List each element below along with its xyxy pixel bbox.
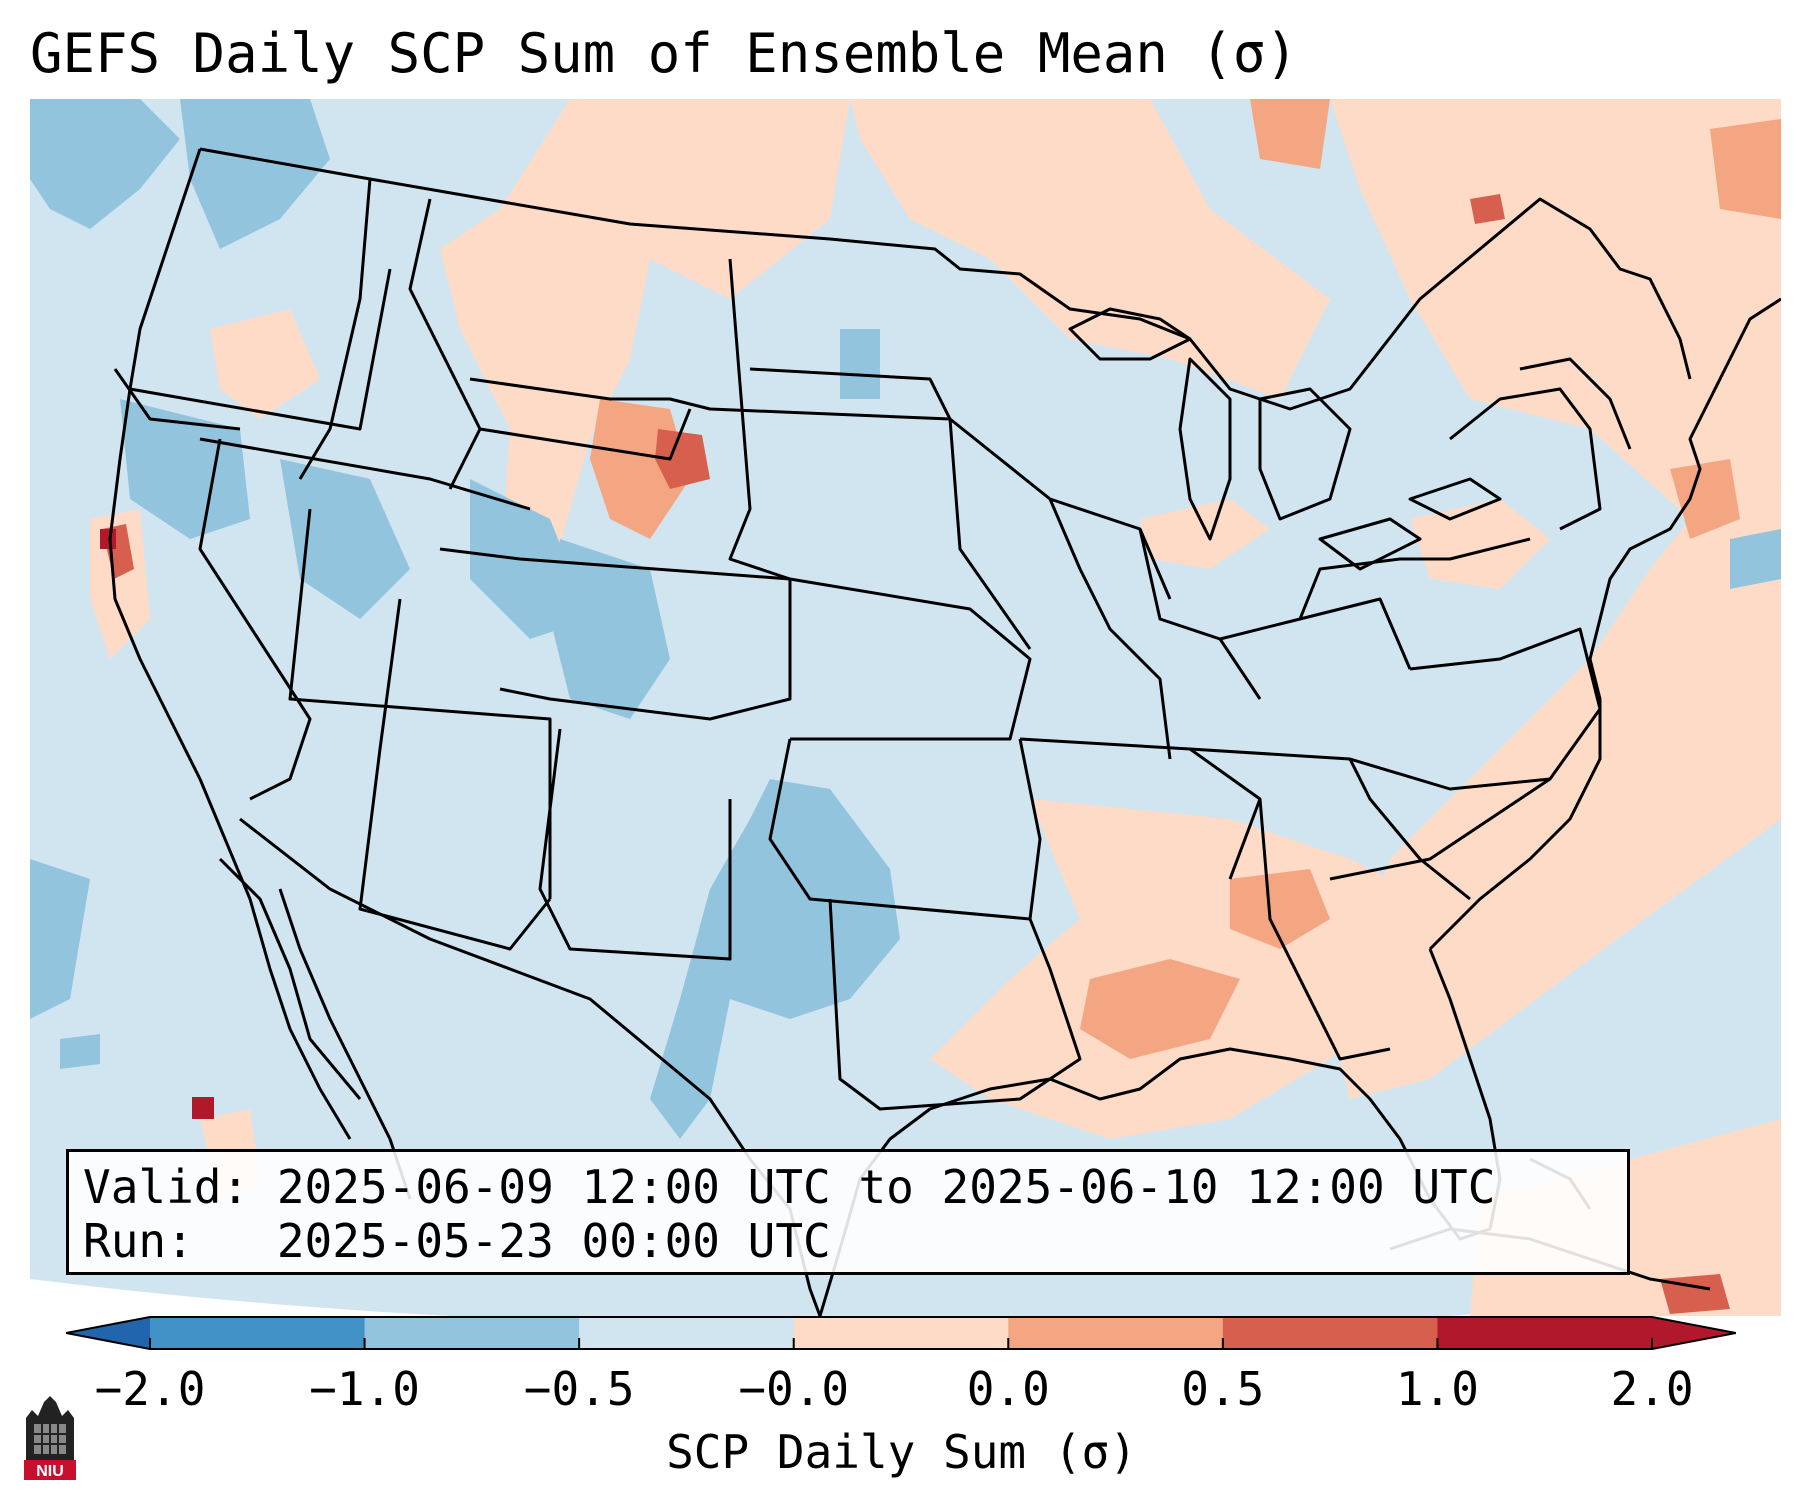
colorbar-segment — [793, 1317, 1009, 1349]
colorbar-tick-label: −0.5 — [523, 1362, 635, 1416]
state-borders — [113, 147, 1692, 1316]
map-panel — [30, 99, 1781, 1316]
colorbar-segment — [579, 1317, 795, 1349]
colorbar — [66, 1316, 1736, 1350]
colorbar-tick-label: −2.0 — [94, 1362, 206, 1416]
colorbar-over-arrow — [1652, 1317, 1736, 1349]
colorbar-tick-label: 2.0 — [1610, 1362, 1694, 1416]
colorbar-segment — [364, 1317, 580, 1349]
colorbar-label: SCP Daily Sum (σ) — [666, 1425, 1137, 1479]
colorbar-segments — [150, 1317, 1653, 1349]
valid-time-line: Valid: 2025-06-09 12:00 UTC to 2025-06-1… — [83, 1160, 1496, 1214]
out-of-domain-bottom-left — [30, 1279, 450, 1316]
colorbar-segment — [150, 1317, 366, 1349]
colorbar-tick-label: −1.0 — [309, 1362, 420, 1416]
colorbar-segment — [1437, 1317, 1653, 1349]
colorbar-under-arrow — [66, 1317, 150, 1349]
anomaly-negative — [30, 99, 1781, 1139]
colorbar-segment — [1222, 1317, 1438, 1349]
niu-logo-text: NIU — [36, 1463, 64, 1480]
colorbar-ticks — [149, 1338, 1653, 1350]
run-time-line: Run: 2025-05-23 00:00 UTC — [83, 1214, 831, 1268]
chart-title: GEFS Daily SCP Sum of Ensemble Mean (σ) — [30, 22, 1298, 85]
colorbar-tick-label: 1.0 — [1395, 1362, 1479, 1416]
anomaly-positive-strong — [102, 194, 1730, 1314]
colorbar-tick-label: −0.0 — [738, 1362, 850, 1416]
niu-logo: NIU — [24, 1396, 76, 1480]
colorbar-tick-label: 0.5 — [1181, 1362, 1265, 1416]
colorbar-tick-label: 0.0 — [966, 1362, 1050, 1416]
valid-run-info-box: Valid: 2025-06-09 12:00 UTC to 2025-06-1… — [66, 1149, 1630, 1275]
colorbar-segment — [1008, 1317, 1224, 1349]
anomaly-positive-moderate — [590, 99, 1781, 1059]
